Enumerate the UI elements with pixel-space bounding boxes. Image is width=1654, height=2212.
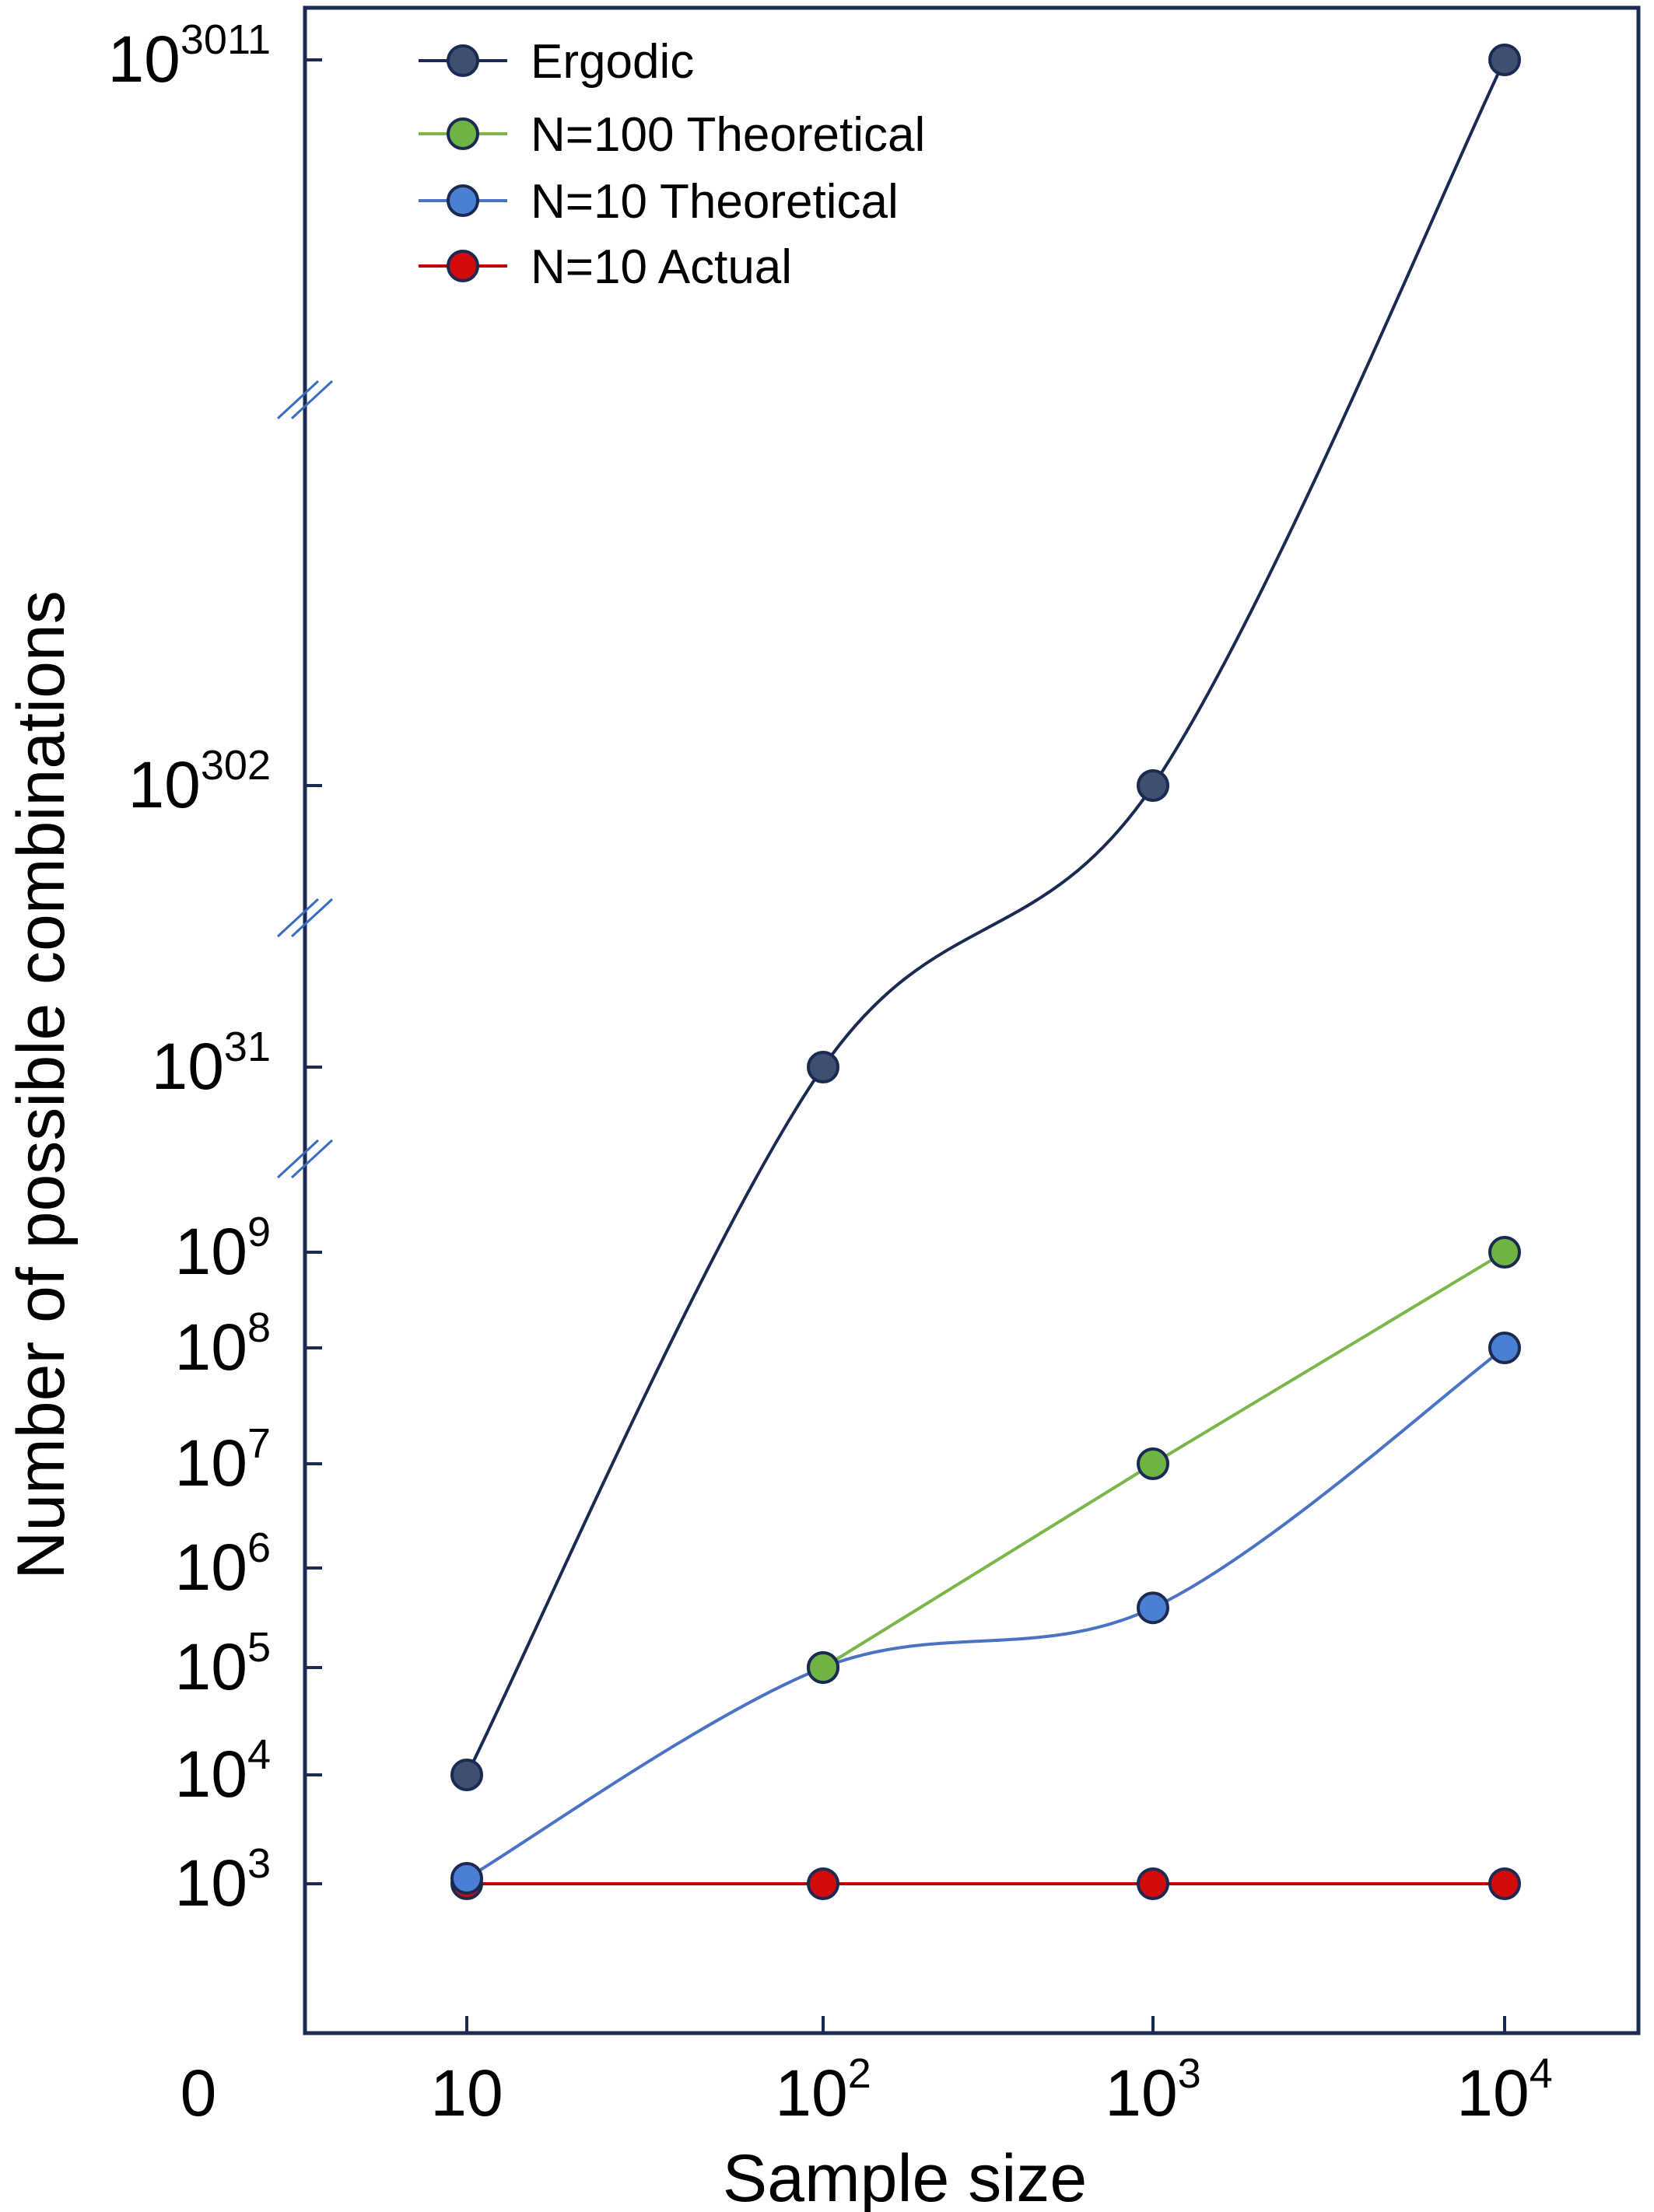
data-point-n-10-actual [807,1867,839,1900]
legend-item: N=10 Actual [419,240,792,294]
plot-frame [303,5,1641,2035]
legend-label: N=10 Actual [531,240,792,294]
y-tick-label: 104 [175,1731,271,1811]
y-tick-base: 10 [175,1215,247,1288]
x-tick-exponent: 2 [848,2050,871,2097]
x-tick-base: 10 [1105,2056,1177,2130]
y-tick-exponent: 4 [247,1731,271,1778]
y-tick-base: 10 [151,1030,223,1103]
legend-marker [447,250,479,282]
legend-label: N=100 Theoretical [531,108,925,162]
y-tick-label: 105 [175,1624,271,1703]
data-point-n-10-theoretical [450,1862,483,1895]
data-point-n-10-actual [1488,1867,1521,1900]
axis-breaks [276,380,334,1179]
y-tick-base: 10 [175,1311,247,1384]
x-tick-base: 0 [180,2056,217,2130]
y-tick-label: 107 [175,1420,271,1500]
legend-marker [447,184,479,217]
legend-marker [447,44,479,77]
x-tick-label: 0 [180,2056,217,2130]
y-tick-exponent: 3 [247,1840,271,1887]
y-tick-base: 10 [107,23,180,96]
data-point-ergodic [1488,44,1521,76]
y-tick-label: 106 [175,1524,271,1604]
data-point-n-100-theoretical [1137,1447,1169,1480]
legend-label: Ergodic [531,35,694,89]
y-tick-exponent: 9 [247,1209,271,1255]
axis-break-mark [276,380,334,420]
legend: Ergodic N=100 Theoretical N=10 Theoretical… [419,35,925,294]
y-tick-exponent: 5 [247,1624,271,1671]
legend-item: N=10 Theoretical [419,175,899,229]
x-tick-base: 10 [430,2056,503,2130]
y-tick-label: 103011 [107,16,271,96]
y-tick-exponent: 7 [247,1420,271,1467]
x-tick-label: 104 [1456,2050,1552,2130]
data-point-n-10-actual [1137,1867,1169,1900]
x-tick-label: 103 [1105,2050,1200,2130]
y-tick-exponent: 3011 [180,16,271,63]
x-tick-base: 10 [1456,2056,1529,2130]
axis-break-mark [276,1139,334,1179]
legend-item: Ergodic [419,35,694,89]
legend-marker [447,117,479,150]
data-point-ergodic [807,1051,839,1083]
data-point-n-10-theoretical [1488,1332,1521,1364]
legend-item: N=100 Theoretical [419,108,925,162]
data-point-n-100-theoretical [1488,1236,1521,1269]
legend-label: N=10 Theoretical [531,175,899,229]
data-point-ergodic [450,1759,483,1791]
x-tick-exponent: 3 [1178,2050,1201,2097]
x-axis-ticks: 0 10 102 103 104 [180,2016,1553,2130]
y-tick-base: 10 [175,1426,247,1500]
x-tick-label: 10 [430,2056,503,2130]
y-tick-exponent: 6 [247,1524,271,1571]
y-tick-label: 103 [175,1840,271,1920]
y-tick-label: 1031 [151,1024,271,1103]
y-tick-base: 10 [175,1846,247,1920]
series-line-ergodic [465,59,1506,1776]
y-tick-base: 10 [128,748,200,821]
y-tick-base: 10 [175,1738,247,1811]
x-tick-exponent: 4 [1530,2050,1553,2097]
y-tick-label: 108 [175,1304,271,1384]
y-tick-exponent: 8 [247,1304,271,1351]
y-tick-base: 10 [175,1531,247,1604]
y-tick-exponent: 302 [201,742,271,789]
y-axis-title: Number of possible combinations [4,590,79,1580]
data-point-n-10-theoretical [1137,1591,1169,1625]
x-tick-base: 10 [775,2056,847,2130]
series-line-n-10-theoretical [465,1346,1506,1880]
data-point-n-100-theoretical [807,1651,839,1684]
x-tick-label: 102 [775,2050,871,2130]
axis-break-mark [276,898,334,938]
y-tick-label: 109 [175,1209,271,1288]
series-group [450,44,1521,1900]
y-tick-exponent: 31 [224,1024,271,1070]
data-point-ergodic [1137,769,1169,802]
x-axis-title: Sample size [723,2141,1087,2212]
y-tick-label: 10302 [128,742,271,821]
y-tick-base: 10 [175,1630,247,1703]
